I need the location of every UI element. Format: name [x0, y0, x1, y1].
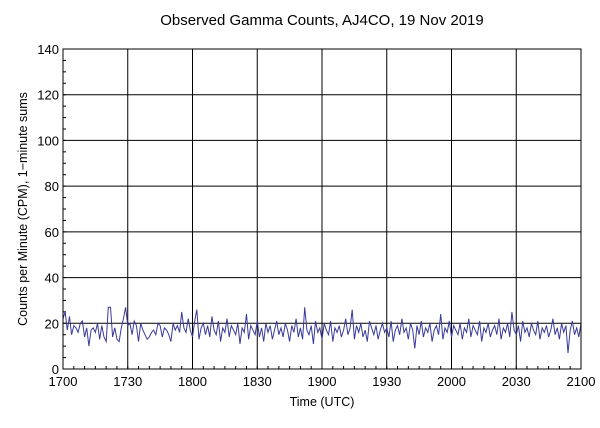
- x-tick-label: 1830: [243, 374, 272, 389]
- x-tick-label: 1930: [372, 374, 401, 389]
- x-tick-label: 2100: [567, 374, 596, 389]
- x-tick-label: 1730: [113, 374, 142, 389]
- axis-ticks: [63, 59, 571, 369]
- x-axis-label: Time (UTC): [290, 395, 355, 409]
- x-tick-labels: 1700 1730 1800 1830 1900 1930 2000 2030 2100: [49, 374, 596, 389]
- y-tick-label: 140: [37, 42, 59, 57]
- x-tick-label: 2030: [502, 374, 531, 389]
- grid-lines: [63, 49, 581, 369]
- x-tick-label: 1700: [49, 374, 78, 389]
- y-tick-label: 60: [45, 225, 59, 240]
- y-axis-label: Counts per Minute (CPM), 1−minute sums: [16, 92, 30, 326]
- chart-title: Observed Gamma Counts, AJ4CO, 19 Nov 201…: [160, 12, 484, 29]
- y-tick-label: 0: [52, 362, 59, 377]
- plot-frame: [62, 48, 582, 370]
- series-line: [62, 306, 582, 354]
- y-tick-label: 80: [45, 179, 59, 194]
- x-tick-label: 1900: [308, 374, 337, 389]
- y-tick-label: 40: [45, 271, 59, 286]
- x-tick-label: 1800: [178, 374, 207, 389]
- x-tick-label: 2000: [437, 374, 466, 389]
- series-group: [62, 306, 582, 354]
- y-tick-labels: 0 20 40 60 80 100 120 140: [37, 42, 59, 377]
- y-tick-label: 100: [37, 133, 59, 148]
- y-tick-label: 120: [37, 88, 59, 103]
- y-tick-label: 20: [45, 316, 59, 331]
